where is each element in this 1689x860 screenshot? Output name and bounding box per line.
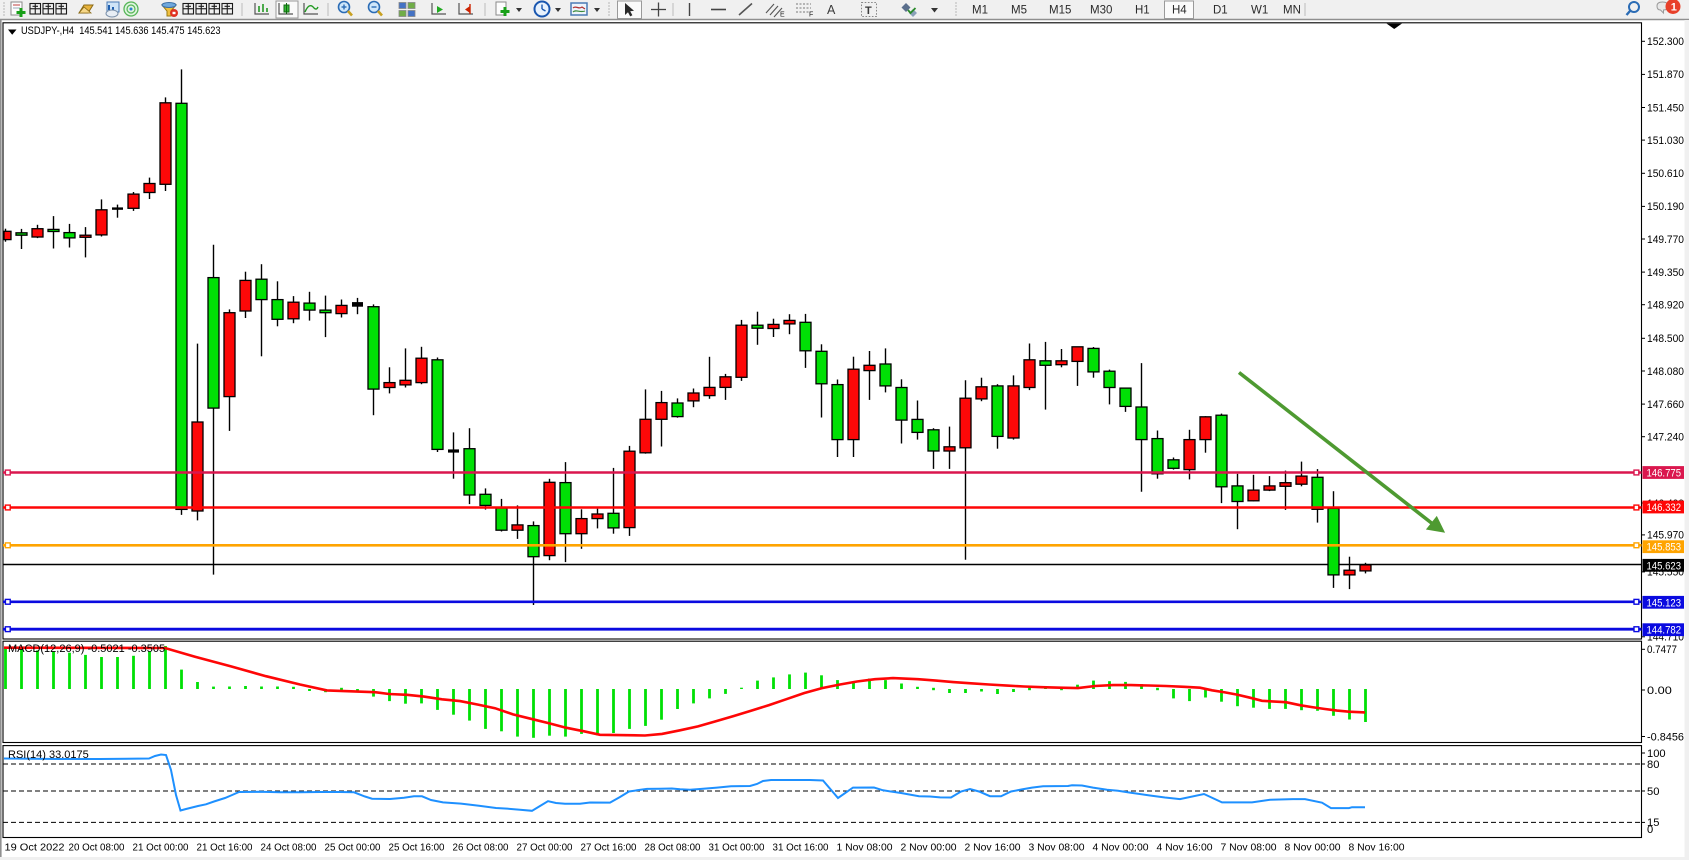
svg-text:146.332: 146.332	[1647, 502, 1682, 514]
svg-text:0: 0	[1647, 824, 1653, 836]
svg-text:149.350: 149.350	[1647, 267, 1684, 279]
svg-text:D1: D1	[1213, 5, 1228, 17]
svg-text:144.782: 144.782	[1647, 625, 1682, 637]
svg-text:20 Oct 08:00: 20 Oct 08:00	[69, 842, 125, 854]
svg-text:0.7477: 0.7477	[1647, 644, 1677, 656]
svg-text:152.300: 152.300	[1647, 36, 1684, 48]
svg-text:27 Oct 00:00: 27 Oct 00:00	[517, 842, 573, 854]
svg-text:27 Oct 16:00: 27 Oct 16:00	[581, 842, 637, 854]
svg-text:145.123: 145.123	[1647, 597, 1682, 609]
svg-text:M15: M15	[1049, 5, 1071, 17]
svg-text:USDJPY-,H4 145.541 145.636 14: USDJPY-,H4 145.541 145.636 145.475 145.6…	[21, 25, 221, 37]
svg-text:147.240: 147.240	[1647, 432, 1684, 444]
svg-text:MN: MN	[1283, 5, 1301, 17]
svg-text:145.853: 145.853	[1647, 542, 1682, 554]
svg-text:3 Nov 08:00: 3 Nov 08:00	[1029, 842, 1085, 854]
svg-text:147.660: 147.660	[1647, 399, 1684, 411]
svg-text:0.00: 0.00	[1647, 685, 1672, 697]
svg-text:4 Nov 16:00: 4 Nov 16:00	[1157, 842, 1213, 854]
svg-text:149.770: 149.770	[1647, 234, 1684, 246]
svg-text:MACD(12,26,9) -0.5021 -0.3505: MACD(12,26,9) -0.5021 -0.3505	[8, 643, 165, 655]
svg-text:A: A	[827, 3, 836, 17]
svg-text:31 Oct 00:00: 31 Oct 00:00	[709, 842, 765, 854]
svg-text:25 Oct 00:00: 25 Oct 00:00	[325, 842, 381, 854]
svg-text:19 Oct 2022: 19 Oct 2022	[5, 842, 65, 854]
svg-text:25 Oct 16:00: 25 Oct 16:00	[389, 842, 445, 854]
svg-text:148.920: 148.920	[1647, 300, 1684, 312]
svg-text:F: F	[809, 12, 813, 19]
svg-text:15: 15	[1647, 817, 1659, 829]
svg-text:H1: H1	[1135, 5, 1150, 17]
svg-text:1: 1	[1671, 2, 1677, 14]
svg-text:151.450: 151.450	[1647, 102, 1684, 114]
svg-text:50: 50	[1647, 786, 1659, 798]
svg-text:M5: M5	[1011, 5, 1027, 17]
svg-text:4 Nov 00:00: 4 Nov 00:00	[1093, 842, 1149, 854]
svg-text:H4: H4	[1172, 5, 1187, 17]
svg-text:100: 100	[1647, 748, 1666, 760]
svg-text:W1: W1	[1251, 5, 1268, 17]
svg-text:148.500: 148.500	[1647, 333, 1684, 345]
svg-text:1 Nov 08:00: 1 Nov 08:00	[837, 842, 893, 854]
svg-text:7 Nov 08:00: 7 Nov 08:00	[1221, 842, 1277, 854]
svg-text:26 Oct 08:00: 26 Oct 08:00	[453, 842, 509, 854]
svg-text:28 Oct 08:00: 28 Oct 08:00	[645, 842, 701, 854]
svg-text:21 Oct 16:00: 21 Oct 16:00	[197, 842, 253, 854]
svg-text:150.190: 150.190	[1647, 201, 1684, 213]
svg-text:8 Nov 16:00: 8 Nov 16:00	[1349, 842, 1405, 854]
svg-text:T: T	[865, 5, 872, 17]
svg-text:24 Oct 08:00: 24 Oct 08:00	[261, 842, 317, 854]
svg-text:80: 80	[1647, 759, 1659, 771]
svg-text:M1: M1	[972, 5, 988, 17]
svg-text:145.623: 145.623	[1647, 560, 1682, 572]
svg-text:31 Oct 16:00: 31 Oct 16:00	[773, 842, 829, 854]
svg-text:21 Oct 00:00: 21 Oct 00:00	[133, 842, 189, 854]
svg-text:M30: M30	[1090, 5, 1112, 17]
svg-text:151.870: 151.870	[1647, 69, 1684, 81]
svg-text:145.970: 145.970	[1647, 530, 1684, 542]
svg-text:8 Nov 00:00: 8 Nov 00:00	[1285, 842, 1341, 854]
svg-text:2 Nov 16:00: 2 Nov 16:00	[965, 842, 1021, 854]
svg-text:148.080: 148.080	[1647, 366, 1684, 378]
svg-text:150.610: 150.610	[1647, 168, 1684, 180]
svg-text:2 Nov 00:00: 2 Nov 00:00	[901, 842, 957, 854]
svg-text:E: E	[780, 12, 785, 19]
svg-text:146.775: 146.775	[1647, 468, 1682, 480]
svg-text:151.030: 151.030	[1647, 135, 1684, 147]
svg-text:-0.8456: -0.8456	[1647, 731, 1684, 743]
svg-text:RSI(14) 33.0175: RSI(14) 33.0175	[8, 749, 89, 761]
